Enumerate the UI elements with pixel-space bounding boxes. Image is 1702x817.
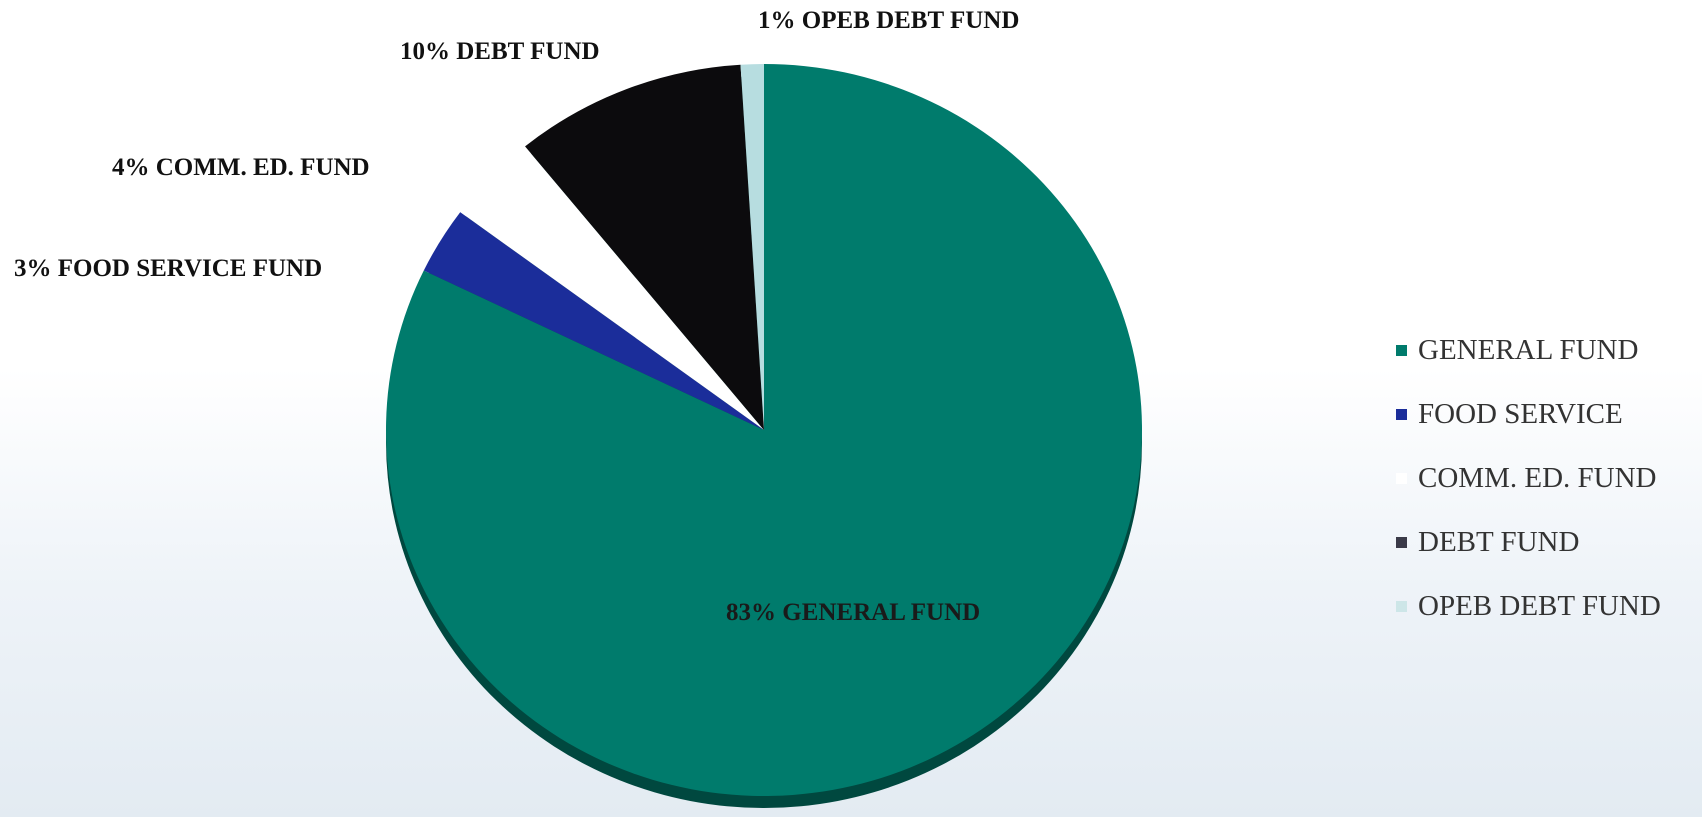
legend-swatch [1396,536,1407,548]
chart-legend: GENERAL FUND FOOD SERVICE COMM. ED. FUND DE… [1396,318,1661,638]
legend-label: OPEB DEBT FUND [1418,589,1661,622]
slice-label-food-service-fund: 3% FOOD SERVICE FUND [14,255,322,282]
legend-swatch [1396,344,1407,356]
pie-slice-comm-ed-fund [460,146,764,430]
pie-slice-opeb-debt-fund [740,64,764,430]
legend-label: COMM. ED. FUND [1418,461,1657,494]
legend-item: FOOD SERVICE [1396,382,1661,446]
pie-slice-debt-fund [525,64,764,431]
pie-slice-general-fund [386,64,1143,797]
legend-swatch [1396,600,1407,612]
pie-slices [386,64,1143,808]
slice-label-general-fund: 83% GENERAL FUND [726,599,980,626]
legend-item: DEBT FUND [1396,510,1661,574]
legend-item: COMM. ED. FUND [1396,446,1661,510]
legend-item: GENERAL FUND [1396,318,1661,382]
pie-slice-food-service [423,212,764,430]
pie-labels: 1% OPEB DEBT FUND 10% DEBT FUND 4% COMM.… [14,7,1019,626]
slice-label-comm-ed-fund: 4% COMM. ED. FUND [112,154,370,181]
legend-label: FOOD SERVICE [1418,397,1623,430]
legend-item: OPEB DEBT FUND [1396,574,1661,638]
slice-label-debt-fund: 10% DEBT FUND [400,38,600,65]
legend-label: DEBT FUND [1418,525,1580,558]
legend-label: GENERAL FUND [1418,333,1639,366]
legend-swatch [1396,472,1407,484]
slice-label-opeb-debt-fund: 1% OPEB DEBT FUND [758,7,1019,34]
legend-swatch [1396,408,1407,420]
